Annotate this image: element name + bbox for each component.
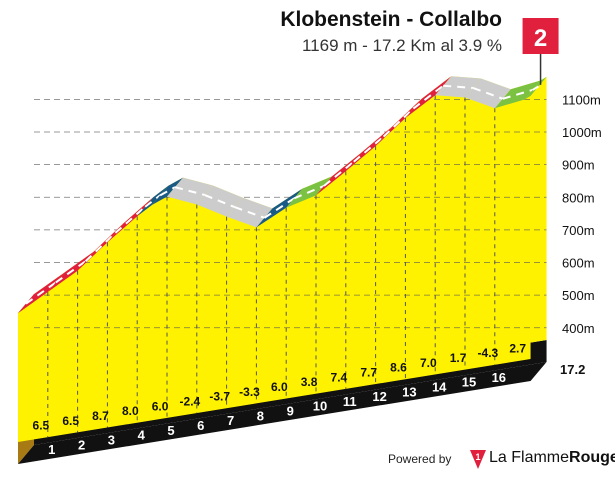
- gradient-label: 7.4: [331, 370, 348, 384]
- ribbon-centerline: [502, 88, 533, 100]
- gradient-label: 6.0: [152, 399, 169, 413]
- category-badge-box: [522, 18, 559, 54]
- ribbon-centerline: [412, 84, 444, 110]
- y-tick-label: 1100m: [562, 92, 601, 107]
- category-flag: 2: [522, 18, 559, 85]
- ribbon-centerline: [25, 281, 57, 305]
- km-marker-label: 6: [197, 418, 204, 433]
- powered-by-text: Powered by: [388, 452, 452, 466]
- ribbon-centerline: [472, 87, 504, 100]
- gradient-label: 6.5: [62, 414, 79, 428]
- gridlines-layer: [34, 95, 547, 438]
- ribbon-centerline: [159, 186, 176, 197]
- ribbon-centerline: [144, 194, 161, 208]
- km-marker-label: 12: [372, 389, 386, 404]
- km-marker-label: 15: [462, 375, 476, 390]
- gradient-label: 7.7: [360, 366, 377, 380]
- ribbon-centerline: [263, 197, 295, 219]
- y-tick-label: 600m: [562, 256, 595, 271]
- gradient-label: 1.7: [450, 351, 467, 365]
- brand-name: La FlammeRouge: [489, 449, 615, 467]
- gradient-label: 6.0: [271, 380, 288, 394]
- end-distance-label: 17.2: [560, 362, 585, 377]
- km-marker-label: 10: [313, 399, 327, 414]
- gradient-label: 8.7: [92, 409, 109, 423]
- flamme-rouge-logo-triangle: [470, 450, 486, 469]
- ribbon-centerline: [234, 206, 265, 219]
- ribbon-centerline: [323, 160, 355, 187]
- category-badge-label: 2: [534, 25, 547, 52]
- km-marker-label: 8: [257, 408, 264, 423]
- labels-layer: 400m 500m 600m 700m 800m 900m 1000m 1100m 6.5 6.5…: [33, 92, 602, 457]
- flamme-rouge-logo-icon: 1: [470, 450, 486, 469]
- km-marker-label: 7: [227, 413, 234, 428]
- gradient-label: 7.0: [420, 356, 437, 370]
- ribbon-centerline: [532, 85, 540, 91]
- ribbon-centerline: [174, 186, 206, 196]
- flamme-rouge-logo-glyph: 1: [475, 452, 480, 462]
- y-tick-label: 500m: [562, 288, 595, 303]
- ribbon-centerline: [84, 232, 117, 262]
- gradient-label: 8.0: [122, 404, 139, 418]
- gradient-label: 8.6: [390, 361, 407, 375]
- ribbon-centerline: [353, 135, 385, 163]
- y-tick-label: 700m: [562, 223, 595, 238]
- ribbon-centerline: [204, 194, 235, 209]
- profile-area-top: [34, 76, 547, 423]
- gradient-label: 2.7: [509, 341, 526, 355]
- ribbon-centerline: [443, 84, 474, 89]
- gradient-label: -4.3: [478, 346, 499, 360]
- chart-subtitle: 1169 m - 17.2 Km al 3.9 %: [301, 36, 502, 55]
- ribbon-centerline: [55, 260, 87, 284]
- brand-suffix: Rouge: [569, 449, 615, 466]
- ribbon-centerline: [293, 184, 325, 200]
- gradient-ribbon-segment: [152, 177, 183, 205]
- gradient-label: 6.5: [33, 419, 50, 433]
- gradient-label: -3.3: [239, 385, 260, 399]
- km-marker-label: 5: [167, 423, 174, 438]
- km-band-lower: [18, 362, 547, 464]
- gradient-label: -2.4: [180, 394, 201, 408]
- gradient-label: -3.7: [209, 390, 230, 404]
- km-marker-label: 13: [402, 384, 416, 399]
- y-tick-label: 400m: [562, 321, 595, 336]
- km-marker-label: 2: [78, 437, 85, 452]
- km-marker-label: 16: [492, 370, 506, 385]
- ribbon-centerline: [382, 107, 415, 138]
- y-tick-label: 800m: [562, 190, 595, 205]
- gradient-segments-layer: [18, 76, 547, 314]
- profile-area-layer: [18, 76, 547, 442]
- ribbon-centerline: [114, 206, 146, 234]
- km-marker-label: 9: [287, 404, 294, 419]
- km-marker-label: 14: [432, 379, 447, 394]
- gradient-ribbon-segment: [137, 185, 169, 217]
- km-marker-label: 11: [343, 394, 357, 409]
- gradient-label: 3.8: [301, 375, 318, 389]
- chart-title: Klobenstein - Collalbo: [280, 8, 502, 31]
- brand-prefix: La Flamme: [489, 449, 570, 466]
- km-marker-label: 3: [108, 433, 115, 448]
- y-tick-label: 1000m: [562, 125, 602, 140]
- km-marker-label: 1: [48, 442, 55, 457]
- km-marker-label: 4: [138, 428, 146, 443]
- y-tick-label: 900m: [562, 158, 595, 173]
